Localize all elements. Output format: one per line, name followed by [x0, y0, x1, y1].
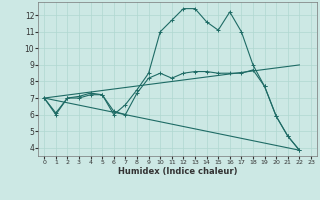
X-axis label: Humidex (Indice chaleur): Humidex (Indice chaleur) [118, 167, 237, 176]
